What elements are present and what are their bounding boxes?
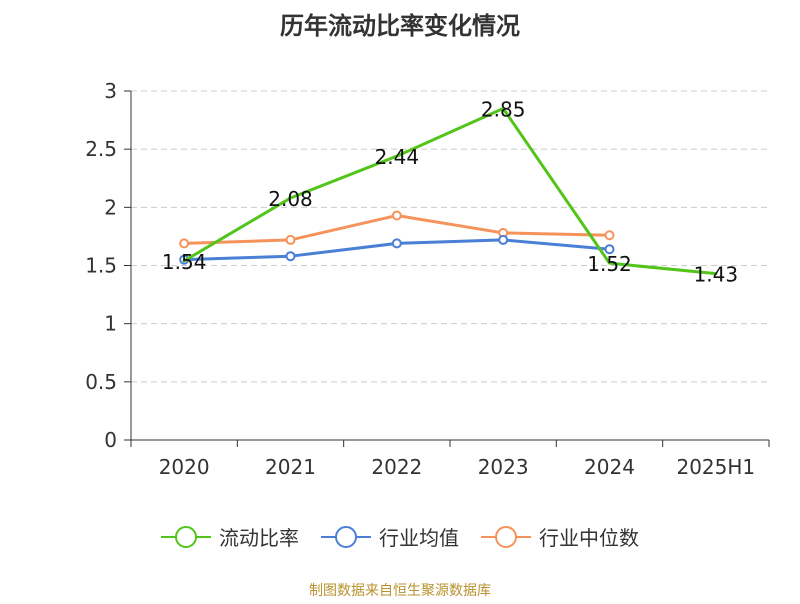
legend-item[interactable]: 行业均值 bbox=[321, 526, 459, 550]
data-label: 2.44 bbox=[375, 145, 420, 169]
data-point bbox=[391, 210, 402, 221]
data-point bbox=[285, 234, 296, 245]
y-tick-label: 1 bbox=[104, 312, 117, 336]
series-2 bbox=[179, 210, 615, 249]
label-layer: 1.54 2.08 2.44 2.85 1.52 1.43 bbox=[162, 97, 738, 286]
y-tick-label: 2.5 bbox=[85, 137, 117, 161]
data-label: 2.08 bbox=[268, 187, 313, 211]
legend: 流动比率 行业均值 行业中位数 bbox=[161, 526, 639, 550]
x-tick-label: 2021 bbox=[265, 455, 316, 479]
data-point bbox=[604, 230, 615, 241]
series-line bbox=[182, 106, 718, 276]
y-tick-label: 2 bbox=[104, 195, 117, 219]
chart-title: 历年流动比率变化情况 bbox=[280, 12, 520, 40]
data-label: 1.54 bbox=[162, 250, 207, 274]
legend-marker-icon bbox=[495, 526, 517, 548]
x-tick-label: 2024 bbox=[584, 455, 635, 479]
x-tick-label: 2025H1 bbox=[676, 455, 755, 479]
legend-marker-icon bbox=[335, 526, 357, 548]
y-tick-label: 1.5 bbox=[85, 254, 117, 278]
data-point bbox=[285, 251, 296, 262]
data-label: 1.43 bbox=[694, 263, 739, 287]
data-label: 1.52 bbox=[587, 252, 632, 276]
x-tick-label: 2023 bbox=[478, 455, 529, 479]
legend-marker-icon bbox=[175, 526, 197, 548]
y-tick-label: 0 bbox=[104, 428, 117, 452]
grid-layer bbox=[131, 90, 769, 383]
legend-item[interactable]: 流动比率 bbox=[161, 526, 299, 550]
series-1 bbox=[179, 234, 615, 265]
y-tick-label: 0.5 bbox=[85, 370, 117, 394]
data-point bbox=[179, 238, 190, 249]
footer-source: 制图数据来自恒生聚源数据库 bbox=[309, 583, 491, 599]
legend-label: 流动比率 bbox=[219, 526, 299, 550]
data-point bbox=[498, 234, 509, 245]
series-0 bbox=[182, 106, 718, 276]
data-label: 2.85 bbox=[481, 97, 526, 121]
series-layer bbox=[179, 106, 718, 276]
data-point bbox=[391, 238, 402, 249]
legend-label: 行业均值 bbox=[379, 526, 459, 550]
legend-item[interactable]: 行业中位数 bbox=[481, 526, 639, 550]
data-point bbox=[604, 244, 615, 255]
x-tick-label: 2020 bbox=[159, 455, 210, 479]
x-tick-label: 2022 bbox=[371, 455, 422, 479]
y-tick-label: 3 bbox=[104, 79, 117, 103]
legend-label: 行业中位数 bbox=[539, 526, 639, 550]
